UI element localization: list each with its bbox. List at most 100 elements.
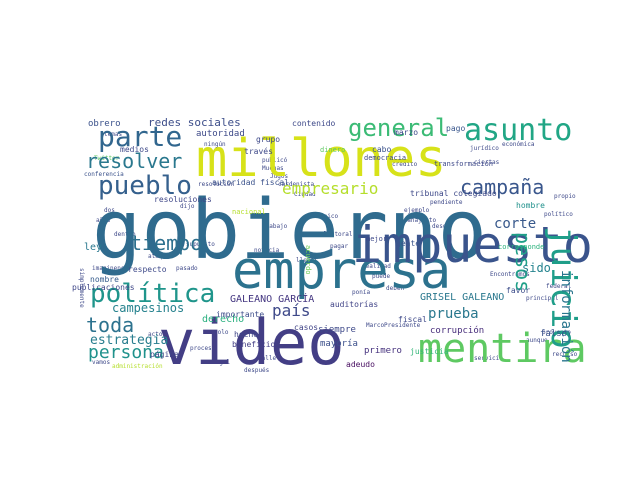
filler-word: cardenista xyxy=(278,181,315,188)
filler-word: Jugos xyxy=(270,173,288,180)
cloud-word: dinero xyxy=(320,146,345,154)
cloud-word: tiempo xyxy=(130,231,202,255)
cloud-word: campesinos xyxy=(112,301,184,315)
cloud-word: GALEANO GARCÍA xyxy=(230,292,314,305)
filler-word: pagar xyxy=(330,243,348,250)
cloud-word: empresario xyxy=(282,179,378,198)
cloud-word: fiscal xyxy=(398,315,427,324)
filler-word: servicio xyxy=(474,355,503,362)
filler-word: pendiente xyxy=(430,199,463,206)
cloud-word: nacional xyxy=(232,208,266,216)
cloud-word: respecto xyxy=(128,265,167,274)
filler-word: principal xyxy=(526,295,559,302)
cloud-word: información xyxy=(558,270,574,363)
cloud-word: adeudo xyxy=(346,360,375,369)
cloud-word: resoluciones xyxy=(154,195,212,204)
filler-word: simplemente xyxy=(78,268,85,308)
filler-word: imaginense xyxy=(92,265,129,272)
cloud-word: autoridad fiscal xyxy=(212,178,289,187)
cloud-word: mayoría xyxy=(320,339,358,349)
cloud-word: nombre xyxy=(90,275,119,284)
cloud-word: pesos xyxy=(511,232,535,292)
cloud-word: resolución xyxy=(198,181,235,188)
cloud-word: contenido xyxy=(292,119,336,128)
cloud-word: cabo xyxy=(372,145,391,154)
cloud-word: estrategia xyxy=(90,333,168,348)
filler-word: económica xyxy=(502,141,535,148)
cloud-word: autoridad xyxy=(196,129,245,139)
filler-word: llevar xyxy=(296,257,318,264)
filler-word: federal xyxy=(546,283,572,290)
cloud-word: corresponde xyxy=(498,243,544,251)
cloud-word: derecho xyxy=(202,314,244,325)
filler-word: solo xyxy=(214,329,229,336)
cloud-word: ley xyxy=(84,242,102,253)
filler-word: Valle xyxy=(258,355,276,362)
filler-word: recurso xyxy=(552,351,578,358)
filler-word: noticia xyxy=(254,247,280,254)
filler-word: ejemplo xyxy=(404,207,430,214)
cloud-word: asunto xyxy=(464,113,572,148)
cloud-word: campaña xyxy=(460,175,544,199)
cloud-word: resolver xyxy=(86,149,182,173)
filler-word: legal xyxy=(212,359,230,366)
cloud-word: corte xyxy=(494,216,536,232)
filler-word: después xyxy=(244,367,270,374)
cloud-word: país xyxy=(272,301,311,320)
cloud-word: prueba xyxy=(428,306,479,322)
cloud-word: hombre xyxy=(516,201,545,210)
filler-word: ponía xyxy=(352,289,370,296)
cloud-word: grupo xyxy=(256,135,280,144)
filler-word: acto xyxy=(148,331,163,338)
filler-word: proceso xyxy=(190,345,216,352)
filler-word: jurídico xyxy=(470,145,499,152)
cloud-word: hecho xyxy=(234,330,258,339)
cloud-word: acuerdo xyxy=(304,245,312,275)
cloud-word: tribunal colegiado xyxy=(410,189,497,198)
filler-word: supuesto xyxy=(186,241,215,248)
filler-word: crédito xyxy=(392,161,418,168)
filler-word: años xyxy=(96,217,111,224)
cloud-word: medios xyxy=(120,145,149,154)
filler-word: pasado xyxy=(176,265,198,272)
cloud-word: mejor xyxy=(366,235,387,243)
filler-word: conferencia xyxy=(84,171,124,178)
cloud-word: general xyxy=(348,114,449,142)
filler-word: político xyxy=(544,211,573,218)
filler-word: trabajo xyxy=(262,223,288,230)
filler-word: administración xyxy=(112,363,163,370)
cloud-word: toda xyxy=(86,313,134,337)
filler-word: ningún xyxy=(204,141,226,148)
cloud-word: beneficio xyxy=(232,340,276,349)
filler-word: dos xyxy=(104,207,115,214)
cloud-word: marzo xyxy=(394,128,418,137)
cloud-word: juicio xyxy=(543,226,583,349)
cloud-word: GRISEL GALEANO xyxy=(420,292,504,303)
cloud-word: favor xyxy=(506,286,530,295)
cloud-word: mentira xyxy=(418,326,587,372)
cloud-word: empresa xyxy=(232,241,451,301)
filler-word: realidad xyxy=(362,263,391,270)
cloud-word: corrupción xyxy=(430,325,484,336)
cloud-word: pueblo xyxy=(98,171,192,201)
cloud-word: transformación xyxy=(434,160,493,168)
cloud-word: redes sociales xyxy=(148,116,241,129)
filler-word: Muchas xyxy=(262,165,284,172)
filler-word: publicó xyxy=(262,157,288,164)
filler-word: Encontramos xyxy=(490,271,530,278)
filler-word: puede xyxy=(372,273,390,280)
cloud-word: página xyxy=(150,350,179,359)
filler-word: Ciudad xyxy=(294,191,316,198)
cloud-word: persona xyxy=(88,342,164,363)
cloud-word: falso xyxy=(540,329,567,339)
cloud-word: impuesto xyxy=(352,216,593,274)
filler-word: Twitter xyxy=(94,155,120,162)
filler-word: electoral xyxy=(320,231,353,238)
cloud-word: gobierno xyxy=(92,183,487,278)
cloud-word: parte xyxy=(98,120,182,153)
cloud-word: auditorías xyxy=(330,300,378,309)
cloud-word: primero xyxy=(364,346,402,356)
cloud-word: casos xyxy=(294,323,318,332)
cloud-word: democracia xyxy=(364,154,406,162)
